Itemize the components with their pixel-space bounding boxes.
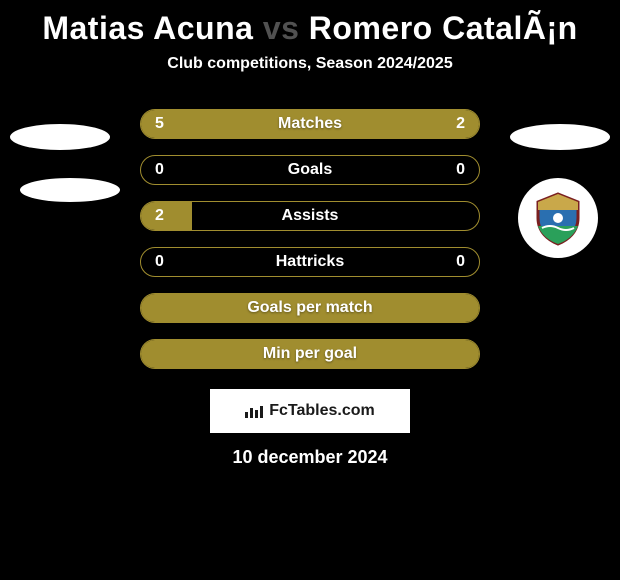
stat-label: Goals per match [141,299,479,317]
bar-track: 2 Assists [140,201,480,231]
comparison-chart: 5 Matches 2 0 Goals 0 2 Assists 0 Hattri… [0,101,620,377]
stat-label: Matches [141,115,479,133]
stat-row: 5 Matches 2 [0,101,620,147]
stat-label: Goals [141,161,479,179]
bars-icon [245,404,263,418]
fctables-badge: FcTables.com [210,389,410,433]
stat-label: Assists [141,207,479,225]
value-right: 0 [456,161,465,179]
bar-track: Goals per match [140,293,480,323]
stat-row: Min per goal [0,331,620,377]
stat-row: 2 Assists [0,193,620,239]
bar-track: Min per goal [140,339,480,369]
stat-label: Hattricks [141,253,479,271]
player2-name: Romero CatalÃ¡n [309,10,578,46]
stat-row: Goals per match [0,285,620,331]
vs-text: vs [263,10,300,46]
bar-track: 0 Goals 0 [140,155,480,185]
stat-label: Min per goal [141,345,479,363]
fctables-text: FcTables.com [269,402,375,420]
date-text: 10 december 2024 [0,447,620,468]
stat-row: 0 Hattricks 0 [0,239,620,285]
value-right: 0 [456,253,465,271]
player1-name: Matias Acuna [42,10,253,46]
bar-track: 0 Hattricks 0 [140,247,480,277]
subtitle: Club competitions, Season 2024/2025 [0,55,620,73]
page-title: Matias Acuna vs Romero CatalÃ¡n [0,0,620,47]
stat-row: 0 Goals 0 [0,147,620,193]
value-right: 2 [456,115,465,133]
bar-track: 5 Matches 2 [140,109,480,139]
